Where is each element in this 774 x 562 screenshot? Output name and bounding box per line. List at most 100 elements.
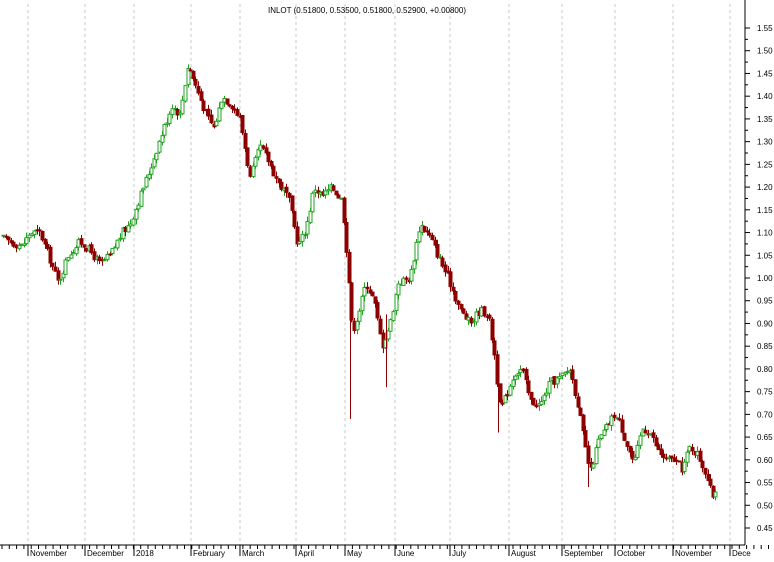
y-tick-label: 0.85 — [757, 342, 773, 351]
candle-down — [404, 277, 409, 280]
candle-down — [206, 108, 211, 117]
candle-up — [357, 310, 362, 322]
candle-up — [154, 152, 159, 161]
candle-up — [102, 259, 107, 262]
candle-up — [388, 319, 393, 332]
candle-down — [261, 145, 266, 149]
chart-title: INLOT (0.51800, 0.53500, 0.51800, 0.5290… — [268, 6, 466, 15]
candle-up — [141, 187, 146, 191]
y-tick-label: 0.80 — [757, 365, 773, 374]
candle-up — [591, 463, 596, 469]
candle-down — [331, 185, 336, 191]
candle-down — [6, 236, 11, 241]
x-tick-label: July — [452, 549, 466, 558]
candle-down — [188, 69, 193, 72]
x-tick-label: November — [675, 549, 712, 558]
candle-down — [430, 234, 435, 241]
candle-down — [342, 197, 347, 224]
x-tick-label: April — [298, 549, 314, 558]
candle-down — [191, 70, 196, 80]
y-tick-label: 1.55 — [757, 24, 773, 33]
candle-down — [370, 291, 375, 297]
candle-down — [643, 429, 648, 434]
candle-down — [196, 85, 201, 94]
candle-up — [308, 210, 313, 224]
candle-down — [490, 318, 495, 341]
y-tick-label: 1.50 — [757, 47, 773, 56]
candle-down — [443, 264, 448, 273]
candle-up — [638, 435, 643, 446]
candle-down — [40, 230, 45, 241]
candle-down — [448, 271, 453, 288]
candle-up — [297, 241, 302, 245]
candle-down — [53, 266, 58, 272]
y-ticks: 0.45 0.50 0.55 0.60 0.65 0.70 0.75 0.80 0.85 0.90… — [745, 24, 773, 533]
candle-up — [186, 68, 191, 85]
candle-down — [630, 450, 635, 460]
candle-down — [108, 253, 113, 256]
candle-down — [334, 190, 339, 196]
candle-down — [97, 256, 102, 262]
candle-up — [24, 237, 29, 245]
candle-down — [79, 238, 84, 245]
candle-down — [425, 230, 430, 233]
y-tick-label: 1.00 — [757, 274, 773, 283]
candle-up — [105, 254, 110, 261]
y-tick-label: 1.30 — [757, 138, 773, 147]
candle-down — [453, 290, 458, 302]
candle-up — [303, 234, 308, 237]
candle-up — [183, 85, 188, 102]
candle-down — [344, 221, 349, 253]
y-tick-label: 1.40 — [757, 92, 773, 101]
candle-up — [157, 140, 162, 153]
y-tick-label: 0.70 — [757, 410, 773, 419]
candle-down — [690, 447, 695, 452]
candle-down — [700, 460, 705, 469]
y-tick-label: 0.45 — [757, 524, 773, 533]
candle-down — [498, 383, 503, 403]
candle-up — [391, 311, 396, 322]
candle-up — [32, 230, 37, 235]
y-tick-label: 0.90 — [757, 319, 773, 328]
candle-down — [336, 194, 341, 199]
candle-down — [48, 246, 53, 264]
candle-down — [578, 407, 583, 416]
candle-up — [167, 113, 172, 124]
candle-up — [508, 385, 513, 396]
candle-up — [635, 444, 640, 459]
x-tick-label: June — [397, 549, 415, 558]
candle-up — [110, 247, 115, 255]
candle-up — [386, 330, 391, 340]
x-tick-label: October — [617, 549, 646, 558]
candle-up — [547, 381, 552, 394]
candle-down — [89, 244, 94, 254]
candle-up — [219, 101, 224, 109]
candle-down — [576, 396, 581, 408]
candle-down — [427, 232, 432, 236]
candle-up — [27, 234, 32, 239]
candle-up — [147, 173, 152, 179]
candle-up — [253, 157, 258, 167]
candle-down — [620, 419, 625, 433]
y-tick-label: 0.60 — [757, 456, 773, 465]
candle-down — [482, 306, 487, 317]
candle-down — [677, 460, 682, 463]
candle-up — [409, 268, 414, 282]
candle-down — [45, 243, 50, 249]
y-tick-label: 0.50 — [757, 501, 773, 510]
candle-down — [287, 192, 292, 198]
candle-up — [516, 373, 521, 376]
candle-up — [713, 491, 718, 498]
candle-up — [362, 286, 367, 297]
candle-down — [375, 302, 380, 319]
y-tick-label: 1.25 — [757, 160, 773, 169]
candle-down — [456, 300, 461, 305]
candle-up — [74, 247, 79, 255]
candle-down — [708, 478, 713, 486]
candle-down — [583, 430, 588, 448]
candle-up — [599, 434, 604, 440]
y-tick-label: 1.10 — [757, 229, 773, 238]
y-tick-label: 0.55 — [757, 479, 773, 488]
